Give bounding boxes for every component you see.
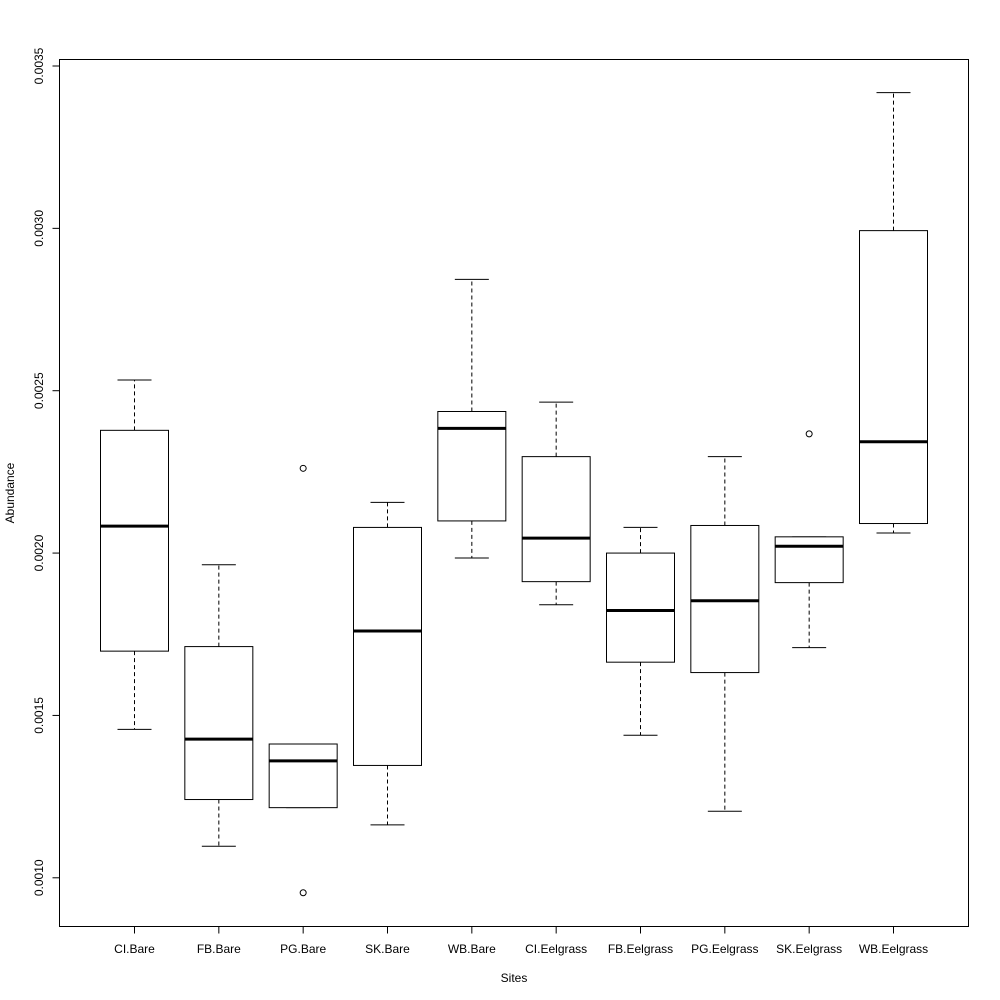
box-iqr (690, 524, 760, 674)
y-tick-label: 0.0010 (32, 859, 46, 896)
box-CI.Bare (100, 379, 169, 730)
outlier-point (805, 430, 813, 438)
box-iqr (521, 456, 591, 583)
y-axis-label: Abundance (3, 462, 17, 523)
box-iqr (859, 230, 928, 525)
y-tick-label: 0.0030 (32, 210, 46, 247)
x-axis-label: Sites (501, 971, 528, 985)
box-WB.Bare (437, 278, 507, 559)
x-tick-label: FB.Eelgrass (608, 942, 673, 956)
box-WB.Eelgrass (859, 92, 928, 534)
x-tick-label: WB.Bare (448, 942, 496, 956)
y-tick-label: 0.0035 (32, 47, 46, 84)
box-FB.Eelgrass (606, 526, 675, 736)
x-tick-label: CI.Eelgrass (525, 942, 587, 956)
box-iqr (353, 526, 422, 766)
box-iqr (268, 743, 338, 809)
plot-frame (59, 59, 969, 927)
boxes (100, 92, 928, 897)
box-iqr (100, 429, 169, 652)
box-SK.Bare (353, 501, 422, 826)
y-tick-label: 0.0015 (32, 697, 46, 734)
x-tick-label: PG.Bare (280, 942, 326, 956)
box-iqr (774, 536, 844, 584)
x-tick-label: CI.Bare (114, 942, 155, 956)
box-SK.Eelgrass (774, 430, 844, 649)
box-PG.Eelgrass (690, 456, 760, 812)
x-tick-label: WB.Eelgrass (859, 942, 928, 956)
y-tick-label: 0.0020 (32, 534, 46, 571)
x-axis: CI.Bare FB.Bare PG.Bare SK.Bare WB.Bare CI.Ee… (114, 926, 928, 956)
x-tick-label: FB.Bare (197, 942, 241, 956)
x-tick-label: SK.Eelgrass (776, 942, 842, 956)
x-tick-label: SK.Bare (365, 942, 410, 956)
y-tick-label: 0.0025 (32, 372, 46, 409)
box-CI.Eelgrass (521, 401, 591, 606)
box-iqr (184, 646, 254, 801)
box-PG.Bare (268, 464, 338, 897)
x-tick-label: PG.Eelgrass (691, 942, 758, 956)
outlier-point (299, 889, 307, 897)
box-iqr (606, 552, 675, 663)
box-FB.Bare (184, 564, 254, 847)
outlier-point (299, 464, 307, 472)
y-axis: 0.0010 0.0015 0.0020 0.0025 0.0030 0.0035 (32, 47, 60, 896)
